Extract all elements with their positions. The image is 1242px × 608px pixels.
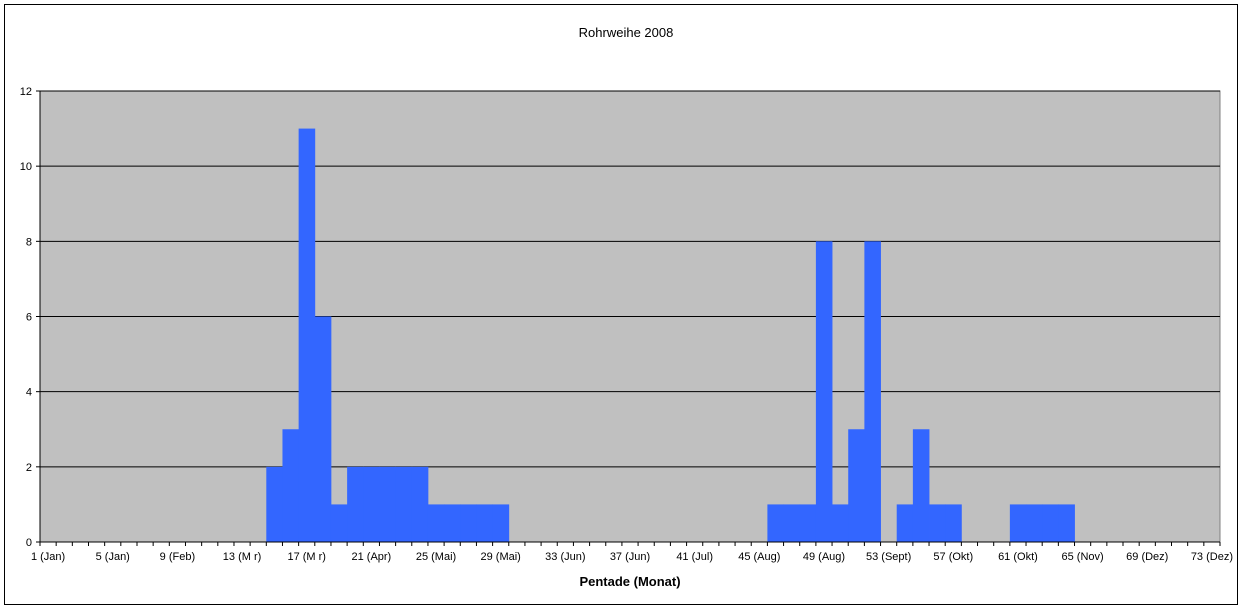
bar	[460, 504, 477, 542]
bar	[492, 504, 510, 542]
x-tick-label: 45 (Aug)	[738, 551, 780, 563]
bar	[945, 504, 962, 542]
x-tick-label: 49 (Aug)	[803, 551, 845, 563]
x-tick-label: 5 (Jan)	[96, 551, 130, 563]
x-axis-label: Pentade (Monat)	[579, 574, 680, 589]
y-tick-label: 8	[26, 236, 32, 248]
x-tick-label: 17 (M r)	[287, 551, 326, 563]
x-tick-label: 57 (Okt)	[933, 551, 973, 563]
bar	[379, 466, 397, 542]
y-tick-labels: 0 2 4 6 8 10 12	[20, 86, 32, 549]
x-tick-label: 37 (Jun)	[610, 551, 650, 563]
x-tick-label: 13 (M r)	[223, 551, 262, 563]
x-tick-label: 29 (Mai)	[481, 551, 521, 563]
bar	[848, 429, 865, 542]
y-tick-label: 2	[26, 462, 32, 474]
x-tick-label: 9 (Feb)	[160, 551, 195, 563]
bar	[411, 466, 429, 542]
bar	[832, 504, 849, 542]
x-tick-labels: 1 (Jan) 5 (Jan) 9 (Feb) 13 (M r) 17 (M r) 21 …	[31, 551, 1233, 563]
y-tick-label: 10	[20, 161, 32, 173]
bar	[282, 429, 300, 542]
x-tick-label: 53 (Sept)	[866, 551, 911, 563]
y-tick-label: 12	[20, 86, 32, 98]
bar	[395, 466, 413, 542]
x-tick-label: 69 (Dez)	[1126, 551, 1168, 563]
bar	[266, 466, 283, 542]
x-tick-label: 41 (Jul)	[676, 551, 713, 563]
y-tick-label: 6	[26, 312, 32, 324]
bar	[476, 504, 494, 542]
x-tick-label: 25 (Mai)	[416, 551, 456, 563]
bar	[1026, 504, 1043, 542]
bar	[799, 504, 817, 542]
bar	[314, 316, 332, 542]
bar	[815, 241, 833, 543]
y-tick-label: 4	[26, 387, 32, 399]
x-tick-label: 73 (Dez)	[1191, 551, 1233, 563]
bar	[347, 466, 364, 542]
bar	[363, 466, 380, 542]
chart-title: Rohrweihe 2008	[579, 25, 674, 40]
bar	[929, 504, 946, 542]
x-tick-label: 33 (Jun)	[545, 551, 585, 563]
x-tick-label: 61 (Okt)	[998, 551, 1038, 563]
bar	[896, 504, 914, 542]
bar	[912, 429, 930, 542]
bar	[298, 128, 316, 543]
bar	[444, 504, 461, 542]
bar	[1058, 504, 1075, 542]
axes	[36, 90, 1221, 546]
x-tick-label: 21 (Apr)	[351, 551, 391, 563]
bar	[767, 504, 784, 542]
bar	[864, 241, 881, 543]
y-tick-label: 0	[26, 537, 32, 549]
x-tick-label: 1 (Jan)	[31, 551, 65, 563]
bar	[1042, 504, 1059, 542]
bar	[1009, 504, 1027, 542]
x-tick-label: 65 (Nov)	[1062, 551, 1104, 563]
gridlines	[40, 90, 1220, 468]
bar	[783, 504, 801, 542]
bar	[427, 504, 445, 542]
bars	[266, 128, 1075, 543]
bar	[330, 504, 348, 542]
